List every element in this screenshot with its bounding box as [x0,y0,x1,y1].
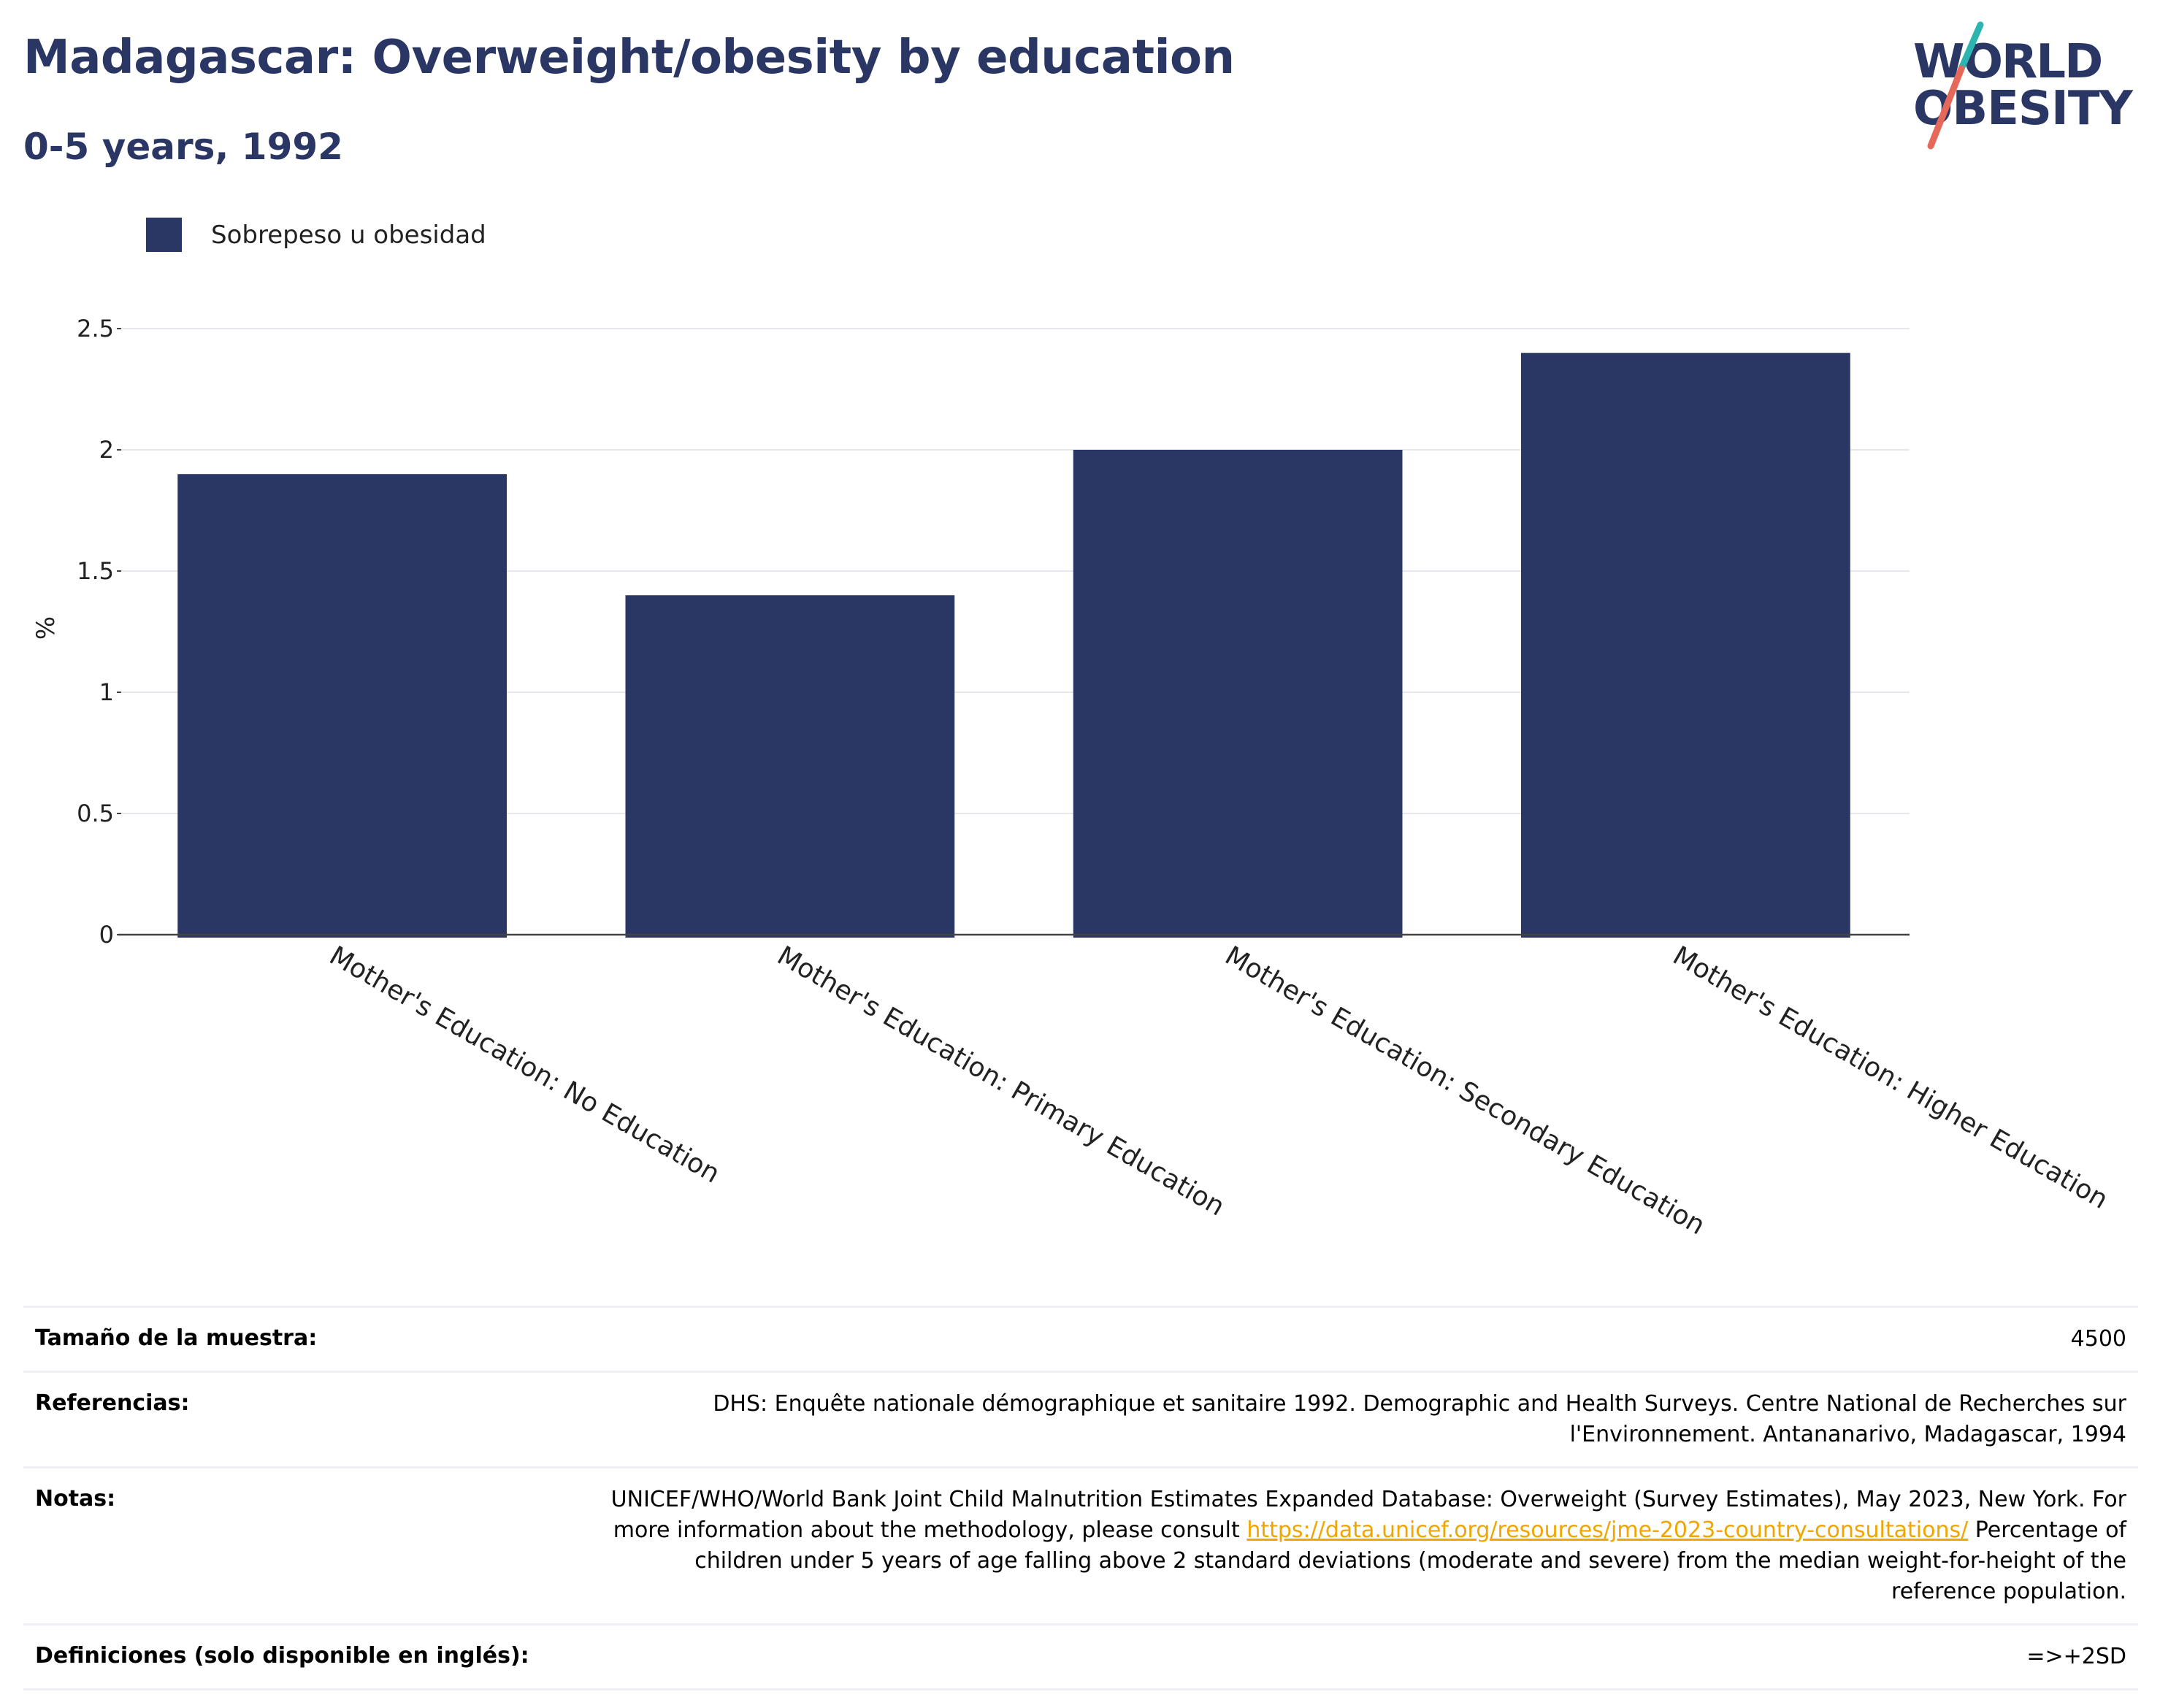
page-title: Madagascar: Overweight/obesity by educat… [23,31,1235,85]
y-axis-label: % [31,616,61,640]
notes-text-before: UNICEF/WHO/World Bank Joint Child Malnut… [610,1487,2126,1543]
bar [177,474,507,938]
info-row-references: Referencias: DHS: Enquête nationale démo… [23,1371,2138,1466]
info-row-sample: Tamaño de la muestra: 4500 [23,1306,2138,1371]
world-obesity-logo: WORLD OBESITY [1899,20,2147,152]
x-tick-label: Mother's Education: Primary Education [772,941,1229,1222]
notes-label: Notas: [35,1486,116,1512]
bar-chart: 0 0.5 1 1.5 2 2.5% Mother's Education: No Educ… [31,218,2113,1241]
y-tick-label: 0 [99,921,114,949]
y-tick-label: 0.5 [77,800,114,827]
logo-line-1: WORLD [1913,35,2103,89]
sample-label: Tamaño de la muestra: [35,1325,318,1351]
notes-value: UNICEF/WHO/World Bank Joint Child Malnut… [593,1485,2126,1607]
bar [1073,450,1403,938]
definitions-value: =>+2SD [2026,1644,2126,1669]
info-row-notes: Notas: UNICEF/WHO/World Bank Joint Child… [23,1466,2138,1623]
notes-link[interactable]: https://data.unicef.org/resources/jme-20… [1246,1517,1969,1543]
logo-slash-icon [1927,21,1984,150]
sample-value: 4500 [2070,1326,2126,1352]
page-subtitle: 0-5 years, 1992 [23,126,343,168]
x-tick-label: Mother's Education: Secondary Education [1220,941,1710,1241]
references-value: DHS: Enquête nationale démographique et … [713,1391,2126,1447]
bar [625,595,955,938]
y-tick-label: 1 [99,678,114,706]
y-tick-label: 2 [99,436,114,464]
x-tick-label: Mother's Education: Higher Education [1668,941,2113,1215]
legend-label: Sobrepeso u obesidad [211,221,486,250]
bar [1521,353,1850,938]
legend-swatch [146,218,182,252]
references-label: Referencias: [35,1390,190,1416]
notes-text-after: Percentage of children under 5 years of … [694,1517,2126,1604]
y-tick-label: 2.5 [77,315,114,342]
info-row-definitions: Definiciones (solo disponible en inglés)… [23,1623,2138,1690]
info-table: Tamaño de la muestra: 4500 Referencias: … [23,1306,2138,1690]
x-tick-label: Mother's Education: No Education [324,941,724,1189]
y-tick-label: 1.5 [77,557,114,585]
definitions-label: Definiciones (solo disponible en inglés)… [35,1643,529,1669]
